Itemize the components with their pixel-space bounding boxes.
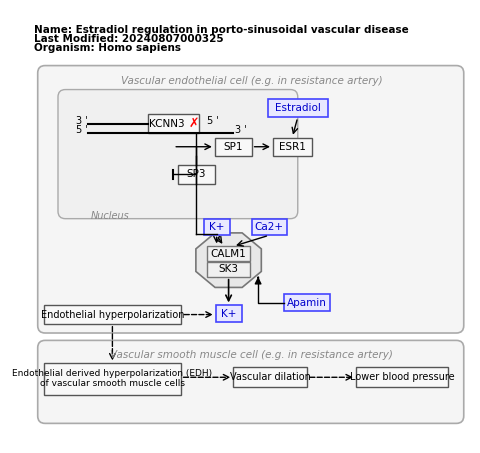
Text: ✗: ✗ [188, 117, 199, 130]
Text: 3 ': 3 ' [76, 116, 88, 126]
Text: Endothelial derived hyperpolarization (EDH): Endothelial derived hyperpolarization (E… [12, 369, 213, 378]
FancyBboxPatch shape [38, 340, 464, 424]
Text: SP1: SP1 [224, 142, 243, 152]
FancyBboxPatch shape [204, 219, 229, 235]
FancyBboxPatch shape [356, 367, 448, 387]
Text: Nucleus: Nucleus [90, 211, 129, 221]
FancyBboxPatch shape [215, 138, 252, 156]
FancyBboxPatch shape [273, 138, 312, 156]
FancyBboxPatch shape [148, 115, 199, 133]
Text: Name: Estradiol regulation in porto-sinusoidal vascular disease: Name: Estradiol regulation in porto-sinu… [34, 25, 409, 35]
Text: Vascular dilation: Vascular dilation [229, 372, 311, 382]
Text: Last Modified: 20240807000325: Last Modified: 20240807000325 [34, 34, 224, 44]
Text: K+: K+ [221, 308, 236, 318]
FancyBboxPatch shape [38, 66, 464, 333]
FancyBboxPatch shape [233, 367, 307, 387]
Text: KCNN3: KCNN3 [149, 119, 185, 129]
Text: Lower blood pressure: Lower blood pressure [349, 372, 454, 382]
Text: Estradiol: Estradiol [275, 103, 321, 113]
Text: Endothelial hyperpolarization: Endothelial hyperpolarization [41, 309, 184, 319]
Text: Apamin: Apamin [287, 298, 327, 308]
FancyBboxPatch shape [44, 305, 180, 324]
Polygon shape [196, 233, 261, 287]
Text: SP3: SP3 [187, 169, 206, 179]
FancyBboxPatch shape [44, 363, 180, 395]
FancyBboxPatch shape [207, 262, 250, 277]
Text: Vascular endothelial cell (e.g. in resistance artery): Vascular endothelial cell (e.g. in resis… [121, 76, 383, 86]
Text: Organism: Homo sapiens: Organism: Homo sapiens [34, 43, 181, 53]
FancyBboxPatch shape [58, 90, 298, 219]
FancyBboxPatch shape [268, 99, 328, 117]
FancyBboxPatch shape [252, 219, 287, 235]
Text: K+: K+ [209, 222, 224, 232]
Text: 5 ': 5 ' [207, 116, 219, 126]
Text: SK3: SK3 [218, 265, 239, 275]
Text: Ca2+: Ca2+ [255, 222, 284, 232]
FancyBboxPatch shape [284, 294, 330, 311]
Text: CALM1: CALM1 [211, 249, 246, 259]
FancyBboxPatch shape [216, 305, 241, 322]
Text: Vascular smooth muscle cell (e.g. in resistance artery): Vascular smooth muscle cell (e.g. in res… [110, 350, 393, 360]
Text: ESR1: ESR1 [279, 142, 306, 152]
Text: of vascular smooth muscle cells: of vascular smooth muscle cells [40, 379, 185, 388]
Text: 3 ': 3 ' [235, 125, 247, 135]
FancyBboxPatch shape [178, 165, 215, 183]
FancyBboxPatch shape [207, 246, 250, 261]
Text: 5 ': 5 ' [76, 125, 88, 135]
